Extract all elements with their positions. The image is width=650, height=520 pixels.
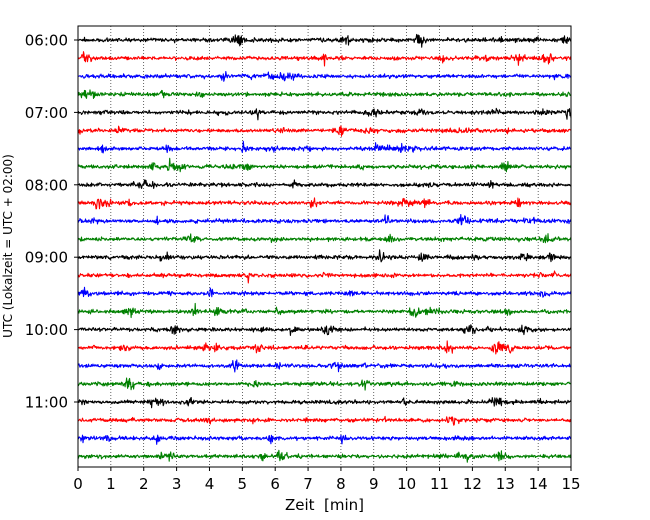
x-tick-label: 13 — [496, 475, 515, 493]
seismogram-trace — [77, 233, 572, 244]
x-tick-label: 4 — [205, 475, 215, 493]
y-tick-label: 06:00 — [25, 32, 68, 50]
seismogram-trace — [77, 107, 572, 121]
y-tick-label: 09:00 — [25, 249, 68, 267]
seismogram-trace — [77, 125, 572, 137]
y-tick-label: 10:00 — [25, 321, 68, 339]
seismogram-trace — [77, 179, 572, 190]
plot-frame — [77, 25, 572, 468]
seismogram-trace — [77, 51, 572, 67]
x-axis-ticks: 0 1 2 3 4 5 6 7 8 9 10 11 12 13 14 15 — [73, 467, 581, 493]
x-tick-label: 5 — [238, 475, 248, 493]
x-tick-label: 2 — [139, 475, 149, 493]
seismogram-trace — [77, 359, 572, 373]
seismogram-trace — [77, 434, 572, 445]
seismogram-trace — [77, 89, 572, 100]
x-axis-title: Zeit [min] — [285, 496, 364, 514]
seismogram-trace — [77, 270, 572, 284]
x-tick-label: 14 — [529, 475, 548, 493]
x-tick-label: 0 — [73, 475, 83, 493]
trace-group — [77, 33, 572, 463]
y-axis-ticks: 06:00 07:00 08:00 09:00 10:00 11:00 — [25, 32, 78, 412]
seismogram-trace — [77, 324, 572, 336]
seismogram-trace — [77, 213, 572, 226]
plot-background — [78, 26, 571, 467]
x-tick-label: 11 — [430, 475, 449, 493]
x-tick-label: 8 — [336, 475, 346, 493]
seismogram-trace — [77, 33, 572, 48]
y-tick-label: 08:00 — [25, 176, 68, 194]
seismogram-trace — [77, 140, 572, 154]
seismogram-trace — [77, 449, 572, 463]
y-tick-label: 11:00 — [25, 394, 68, 412]
x-tick-label: 10 — [397, 475, 416, 493]
x-tick-label: 12 — [463, 475, 482, 493]
x-tick-label: 3 — [172, 475, 182, 493]
seismogram-trace — [77, 157, 572, 173]
seismogram-trace — [77, 249, 572, 263]
seismogram-trace — [77, 286, 572, 298]
seismogram-trace — [77, 397, 572, 409]
seismogram-trace — [77, 70, 572, 82]
x-tick-label: 1 — [106, 475, 116, 493]
seismogram-trace — [77, 302, 572, 319]
y-tick-label: 07:00 — [25, 104, 68, 122]
seismogram-trace — [77, 197, 572, 210]
x-tick-label: 6 — [270, 475, 280, 493]
x-tick-label: 7 — [303, 475, 313, 493]
x-tick-label: 9 — [369, 475, 379, 493]
seismogram-trace — [77, 415, 572, 426]
seismogram-trace — [77, 340, 572, 355]
seismogram-trace — [77, 377, 572, 391]
x-tick-label: 15 — [561, 475, 580, 493]
y-axis-title: UTC (Lokalzeit = UTC + 02:00) — [1, 154, 15, 338]
